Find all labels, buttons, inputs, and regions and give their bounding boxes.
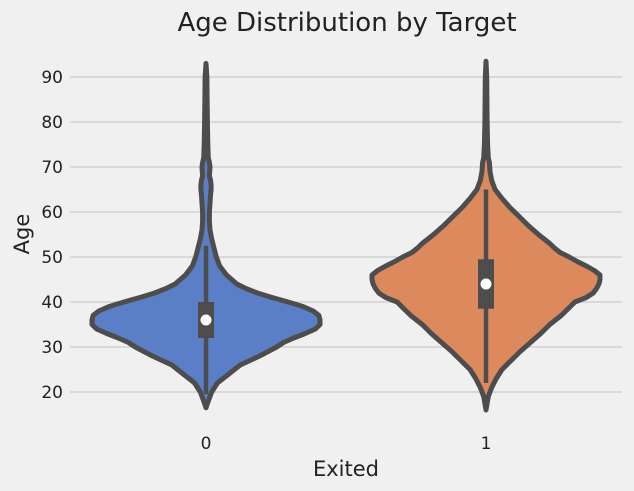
y-tick-label: 20 <box>41 383 63 403</box>
y-axis-label: Age <box>10 214 34 255</box>
y-tick-label: 80 <box>41 113 63 133</box>
ticks: 20 30 40 50 60 70 80 90 0 1 <box>41 68 491 454</box>
violin-median-0 <box>200 314 212 326</box>
y-tick-label: 90 <box>41 68 63 88</box>
x-axis-label: Exited <box>313 457 379 481</box>
y-tick-label: 60 <box>41 203 63 223</box>
x-tick-label: 0 <box>201 434 212 454</box>
y-tick-label: 50 <box>41 248 63 268</box>
chart-title: Age Distribution by Target <box>177 8 516 38</box>
violin-body-0 <box>89 61 323 411</box>
x-tick-label: 1 <box>481 434 492 454</box>
y-tick-label: 70 <box>41 158 63 178</box>
y-tick-label: 40 <box>41 293 63 313</box>
y-tick-label: 30 <box>41 338 63 358</box>
violin-median-1 <box>480 278 492 290</box>
violins <box>89 58 603 413</box>
